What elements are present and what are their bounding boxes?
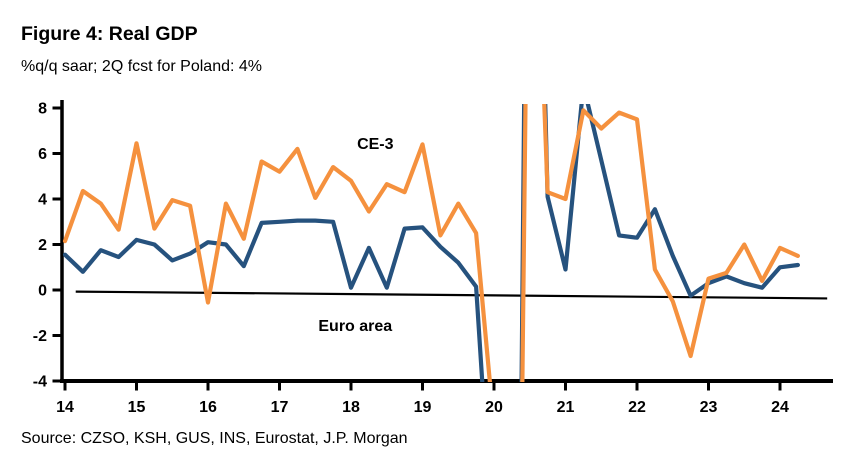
x-tick-label: 17 — [271, 399, 289, 416]
source-note: Source: CZSO, KSH, GUS, INS, Eurostat, J… — [21, 430, 408, 447]
x-tick-label: 24 — [771, 399, 789, 416]
x-tick-label: 21 — [557, 399, 575, 416]
y-tick-label: 0 — [38, 283, 47, 300]
data-series — [62, 104, 801, 382]
y-tick-label: -2 — [33, 328, 47, 345]
y-tick-label: 8 — [38, 101, 47, 118]
series-line-euro-area — [62, 104, 801, 382]
y-tick-label: 4 — [38, 192, 47, 209]
series-line-ce-3 — [62, 104, 801, 382]
x-tick-label: 20 — [485, 399, 503, 416]
y-tick-label: -4 — [33, 374, 47, 391]
figure-subtitle: %q/q saar; 2Q fcst for Poland: 4% — [21, 58, 262, 75]
x-tick-label: 15 — [128, 399, 146, 416]
figure-title: Figure 4: Real GDP — [21, 23, 198, 45]
x-tick-label: 16 — [199, 399, 217, 416]
y-tick-label: 6 — [38, 146, 47, 163]
x-tick-label: 19 — [414, 399, 432, 416]
series-label-ce-3: CE-3 — [357, 136, 394, 153]
x-tick-label: 14 — [56, 399, 74, 416]
series-labels: CE-3 Euro area — [318, 136, 393, 335]
zero-reference-line — [75, 290, 828, 300]
x-tick-label: 22 — [628, 399, 646, 416]
y-tick-label: 2 — [38, 237, 47, 254]
x-tick-label: 18 — [342, 399, 360, 416]
x-tick-label: 23 — [700, 399, 718, 416]
series-label-euro-area: Euro area — [318, 318, 392, 335]
